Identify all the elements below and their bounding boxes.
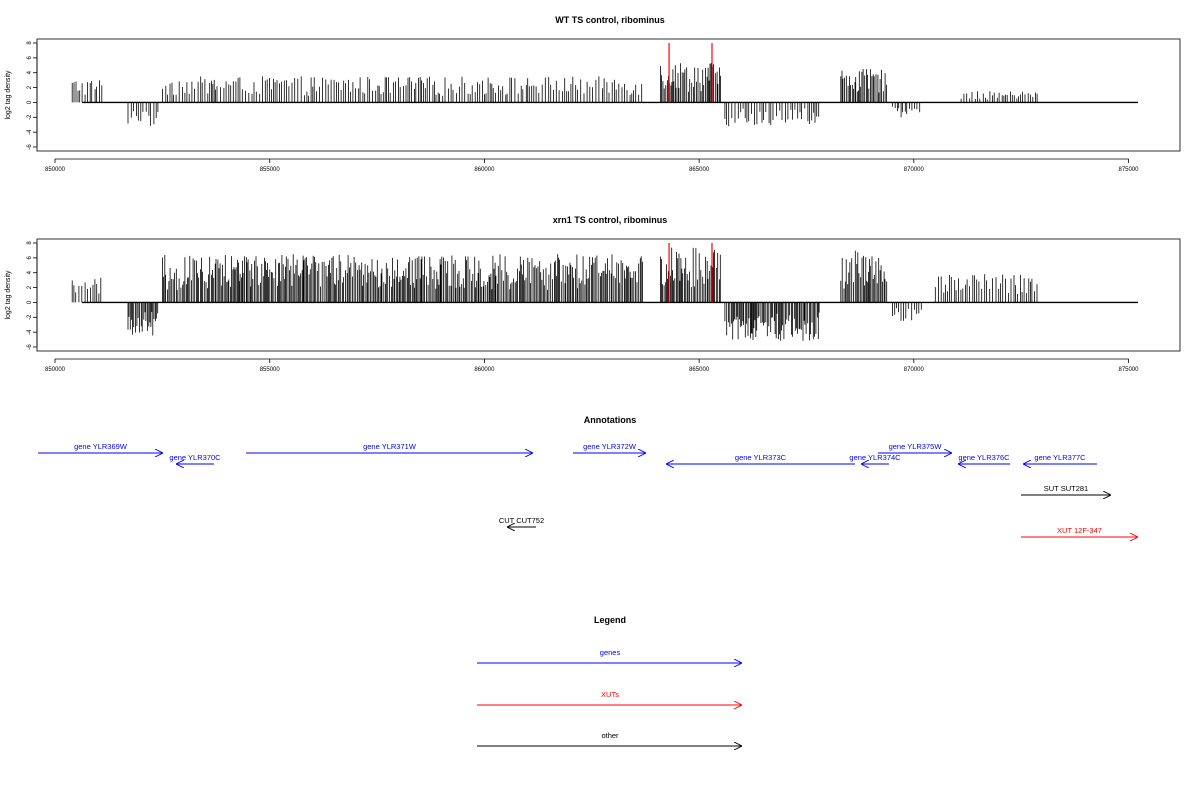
wt-x-axis: 850000 855000 860000 865000 870000 875000 [45, 158, 1140, 173]
feature-label: gene YLR377C [1034, 453, 1086, 462]
xrn1-x-axis: 850000 855000 860000 865000 870000 875000 [45, 358, 1140, 373]
legend-title: Legend [594, 615, 626, 625]
x-tick-label: 865000 [689, 367, 710, 373]
xrn1-signal-bars [71, 243, 1138, 341]
xrn1-track-panel: xrn1 TS control, ribominus log2 tag dens… [5, 215, 1181, 373]
y-tick-label: 8 [27, 41, 33, 45]
x-tick-label: 875000 [1119, 367, 1140, 373]
annotation-features: gene YLR369W gene YLR370C gene YLR371W gene… [38, 442, 1138, 537]
y-tick-label: 8 [27, 241, 33, 245]
legend-items: genes XUTs other [477, 648, 742, 746]
y-tick-label: 4 [27, 70, 33, 74]
wt-y-axis-label: log2 tag density [5, 70, 12, 120]
feature-label: gene YLR376C [958, 453, 1010, 462]
x-tick-label: 860000 [474, 167, 495, 173]
feature-label: SUT SUT281 [1044, 484, 1088, 493]
y-tick-label: -4 [27, 129, 33, 135]
y-tick-label: 2 [27, 285, 33, 289]
feature-label: gene YLR372W [583, 442, 637, 451]
wt-signal-bars [71, 43, 1138, 127]
wt-track-title: WT TS control, ribominus [555, 15, 665, 25]
feature-label: gene YLR374C [849, 453, 901, 462]
legend: Legend genes XUTs other [477, 615, 742, 746]
y-tick-label: -2 [27, 314, 33, 320]
x-tick-label: 850000 [45, 367, 66, 373]
y-tick-label: -6 [27, 144, 33, 150]
y-tick-label: 0 [27, 300, 33, 304]
legend-label-xuts: XUTs [601, 690, 619, 699]
xrn1-y-axis-label: log2 tag density [5, 270, 12, 320]
y-tick-label: 6 [27, 56, 33, 60]
wt-track-panel: WT TS control, ribominus log2 tag densit… [5, 15, 1181, 173]
feature-label: gene YLR370C [169, 453, 221, 462]
feature-label: gene YLR373C [735, 453, 787, 462]
x-tick-label: 870000 [904, 167, 925, 173]
y-tick-label: 6 [27, 256, 33, 260]
legend-label-genes: genes [600, 648, 621, 657]
x-tick-label: 875000 [1119, 167, 1140, 173]
y-tick-label: 4 [27, 270, 33, 274]
x-tick-label: 855000 [260, 167, 281, 173]
x-tick-label: 850000 [45, 167, 66, 173]
y-tick-label: -6 [27, 344, 33, 350]
xrn1-y-axis: -6 -4 -2 0 2 4 6 8 [27, 241, 38, 350]
feature-label: XUT 12F-347 [1057, 526, 1102, 535]
xrn1-track-title: xrn1 TS control, ribominus [553, 215, 668, 225]
wt-plot-frame [36, 38, 1181, 152]
y-tick-label: -2 [27, 114, 33, 120]
x-tick-label: 865000 [689, 167, 710, 173]
y-tick-label: -4 [27, 329, 33, 335]
feature-label: gene YLR369W [74, 442, 128, 451]
y-tick-label: 2 [27, 85, 33, 89]
feature-label: CUT CUT752 [499, 516, 544, 525]
feature-label: gene YLR371W [363, 442, 417, 451]
legend-label-other: other [601, 731, 619, 740]
x-tick-label: 855000 [260, 367, 281, 373]
x-tick-label: 870000 [904, 367, 925, 373]
feature-label: gene YLR375W [889, 442, 943, 451]
annotations-title: Annotations [584, 415, 637, 425]
x-tick-label: 860000 [474, 367, 495, 373]
wt-y-axis: -6 -4 -2 0 2 4 6 8 [27, 41, 38, 150]
y-tick-label: 0 [27, 100, 33, 104]
